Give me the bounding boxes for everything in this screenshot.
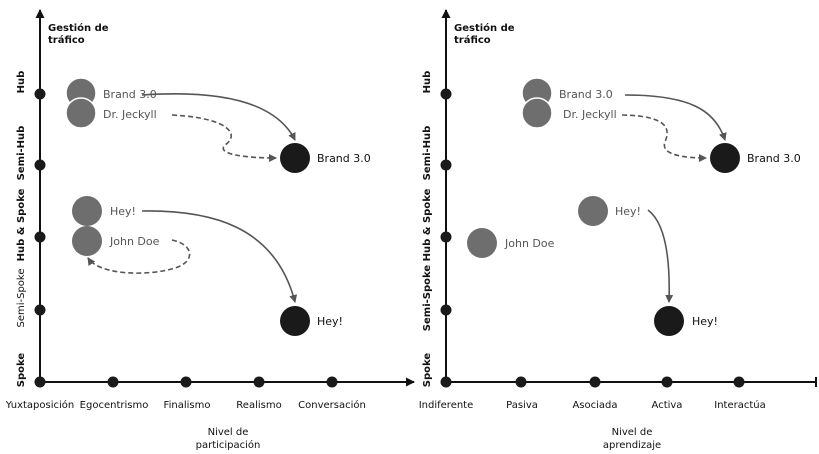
left-y-axis-title-line1: Gestión de — [48, 22, 109, 34]
right-x-label-indiferente: Indiferente — [419, 400, 474, 411]
right-y-label-semi-spoke: Semi-Spoke — [422, 265, 433, 332]
left-x-label-egocentrismo: Egocentrismo — [80, 400, 149, 411]
left-node-brand-to — [280, 143, 310, 173]
left-x-tick-egocentrismo — [107, 376, 119, 388]
right-x-axis-title-line2: aprendizaje — [603, 440, 661, 451]
right-node-jeckyll — [521, 97, 553, 129]
left-x-label-realismo: Realismo — [236, 400, 281, 411]
right-x-axis-title-line1: Nivel de — [612, 427, 653, 438]
left-arrow-jeckyll — [171, 114, 277, 162]
left-y-axis-title-line2: tráfico — [48, 34, 85, 46]
left-y-label-semi-spoke: Semi-Spoke — [16, 268, 27, 327]
right-y-tick-semi-spoke — [440, 304, 452, 316]
right-node-brand-to — [710, 143, 740, 173]
left-panel: Gestión de tráfico Spoke Semi-Spoke Hub … — [5, 9, 415, 451]
right-y-label-semi-hub: Semi-Hub — [422, 126, 433, 181]
right-label-john: John Doe — [504, 237, 555, 250]
right-x-label-pasiva: Pasiva — [506, 400, 538, 411]
left-x-tick-conversacion — [326, 376, 338, 388]
left-x-label-yuxtaposicion: Yuxtaposición — [5, 399, 74, 411]
left-label-hey-from: Hey! — [110, 205, 136, 218]
right-node-john — [467, 228, 497, 258]
left-label-jeckyll: Dr. Jeckyll — [103, 108, 157, 121]
left-y-label-hub: Hub — [16, 71, 27, 94]
left-x-tick-finalismo — [180, 376, 192, 388]
left-y-label-semi-hub: Semi-Hub — [16, 126, 27, 181]
left-label-brand-to: Brand 3.0 — [317, 152, 371, 165]
right-x-label-activa: Activa — [652, 400, 683, 411]
right-y-tick-spoke — [440, 376, 452, 388]
left-y-tick-hub-spoke — [34, 231, 46, 243]
right-node-hey-to — [654, 306, 684, 336]
right-y-label-hub: Hub — [422, 71, 433, 94]
right-node-hey-from — [578, 196, 608, 226]
left-label-hey-to: Hey! — [317, 315, 343, 328]
right-y-axis-title-line2: tráfico — [454, 34, 491, 46]
right-x-tick-activa — [661, 376, 673, 388]
right-y-tick-hub-spoke — [440, 231, 452, 243]
right-x-tick-asociada — [589, 376, 601, 388]
left-x-tick-realismo — [253, 376, 265, 388]
left-y-tick-semi-hub — [34, 159, 46, 171]
left-node-jeckyll — [65, 97, 97, 129]
left-node-john — [72, 226, 102, 256]
right-y-axis-title-line1: Gestión de — [454, 22, 515, 34]
left-x-label-finalismo: Finalismo — [164, 400, 211, 411]
right-x-label-interactua: Interactúa — [714, 399, 765, 411]
right-x-tick-interactua — [733, 376, 745, 388]
right-label-jeckyll: Dr. Jeckyll — [563, 108, 617, 121]
left-x-label-conversacion: Conversación — [298, 399, 366, 411]
left-label-brand-from: Brand 3.0 — [103, 88, 157, 101]
left-y-label-hub-spoke: Hub & Spoke — [16, 188, 27, 261]
left-x-axis-title-line1: Nivel de — [208, 427, 249, 438]
left-y-label-spoke: Spoke — [16, 353, 27, 388]
left-arrow-brand — [141, 93, 296, 141]
right-label-brand-from: Brand 3.0 — [559, 88, 613, 101]
right-y-tick-hub — [440, 88, 452, 100]
right-arrow-brand — [624, 94, 727, 141]
left-x-axis-title-line2: participación — [196, 439, 261, 451]
left-arrow-hey — [141, 210, 298, 303]
left-arrow-john — [87, 239, 191, 274]
left-label-john: John Doe — [109, 235, 160, 248]
left-node-hey-from — [72, 196, 102, 226]
left-y-tick-hub — [34, 88, 46, 100]
right-x-label-asociada: Asociada — [572, 400, 617, 411]
right-y-tick-semi-hub — [440, 159, 452, 171]
left-y-tick-spoke — [34, 376, 46, 388]
left-y-tick-semi-spoke — [34, 304, 46, 316]
right-label-hey-from: Hey! — [615, 205, 641, 218]
right-y-label-hub-spoke: Hub & Spoke — [422, 188, 433, 261]
right-arrow-hey — [647, 209, 674, 303]
left-node-hey-to — [280, 306, 310, 336]
right-y-label-spoke: Spoke — [422, 353, 433, 388]
right-arrow-jeckyll — [621, 114, 707, 162]
right-panel: Gestión de tráfico Spoke Semi-Spoke Hub … — [419, 9, 817, 451]
right-label-hey-to: Hey! — [692, 315, 718, 328]
right-x-tick-pasiva — [515, 376, 527, 388]
right-label-brand-to: Brand 3.0 — [747, 152, 801, 165]
